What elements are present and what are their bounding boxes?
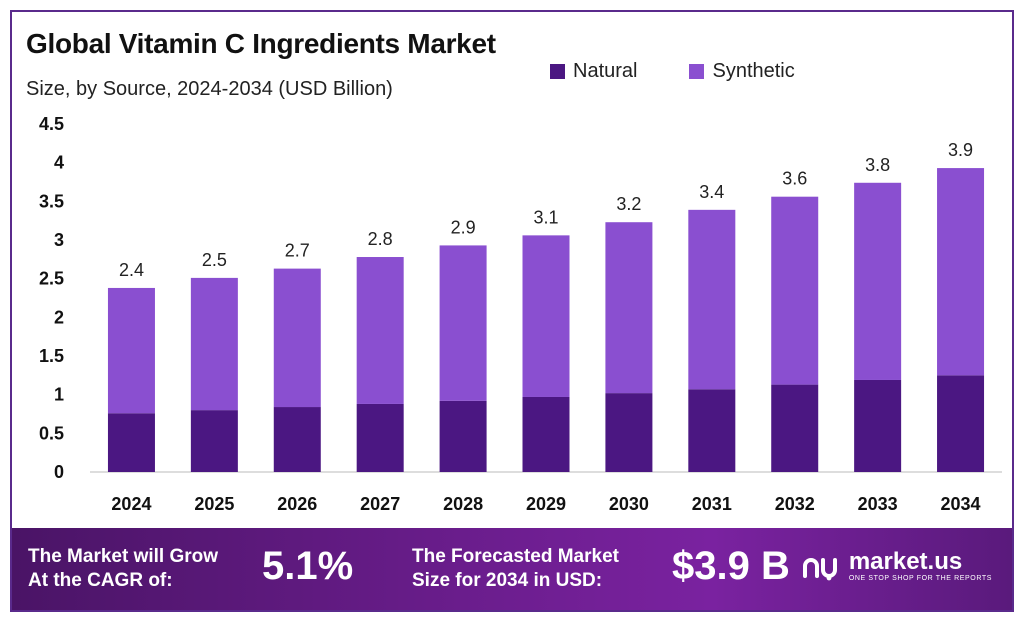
- bar-chart: 0 0.5 1 1.5 2 2.5 3 3.5 4 4.5 2.4 2024 2.5 2025 2.7 202…: [39, 114, 1002, 514]
- bar-natural-2026: [273, 407, 321, 472]
- bar-synthetic-2026: [273, 268, 321, 408]
- bar-synthetic-2031: [688, 209, 736, 390]
- bar-synthetic-2030: [605, 222, 653, 394]
- bar-natural-2028: [439, 400, 487, 472]
- bar-synthetic-2029: [522, 235, 570, 397]
- total-label-2032: 3.6: [782, 169, 807, 189]
- x-tick-label-2024: 2024: [111, 494, 151, 514]
- bar-natural-2024: [107, 413, 155, 472]
- x-tick-label-2034: 2034: [941, 494, 981, 514]
- x-tick-label-2032: 2032: [775, 494, 815, 514]
- brand-tagline: ONE STOP SHOP FOR THE REPORTS: [848, 575, 992, 582]
- total-label-2030: 3.2: [616, 194, 641, 214]
- summary-banner: The Market will Grow At the CAGR of: 5.1…: [12, 528, 1012, 610]
- bar-natural-2031: [688, 389, 736, 472]
- y-tick-label-8: 4: [54, 153, 64, 173]
- y-tick-label-2: 1: [54, 385, 64, 405]
- y-tick-label-5: 2.5: [39, 269, 64, 289]
- legend-label-synthetic: Synthetic: [712, 60, 795, 82]
- y-tick-label-9: 4.5: [39, 114, 64, 134]
- total-label-2027: 2.8: [368, 229, 393, 249]
- legend: Natural Synthetic: [550, 60, 795, 83]
- bar-natural-2027: [356, 403, 404, 472]
- legend-swatch-synthetic: [689, 64, 705, 79]
- x-tick-label-2026: 2026: [277, 494, 317, 514]
- y-tick-label-4: 2: [54, 307, 64, 327]
- y-tick-label-1: 0.5: [39, 423, 64, 443]
- legend-item-natural: Natural: [550, 60, 637, 83]
- bar-natural-2029: [522, 396, 570, 472]
- forecast-value: $3.9 B: [672, 544, 790, 588]
- bar-synthetic-2032: [771, 196, 819, 385]
- bar-synthetic-2033: [854, 182, 902, 380]
- bar-synthetic-2025: [190, 277, 238, 411]
- bar-natural-2033: [854, 379, 902, 472]
- cagr-value: 5.1%: [262, 544, 354, 588]
- chart-title: Global Vitamin C Ingredients Market: [26, 28, 496, 59]
- forecast-label-line2: Size for 2034 in USD:: [412, 570, 603, 591]
- bar-natural-2034: [937, 375, 985, 472]
- y-tick-label-7: 3.5: [39, 191, 64, 211]
- total-label-2033: 3.8: [865, 155, 890, 175]
- legend-label-natural: Natural: [573, 60, 638, 82]
- x-tick-label-2027: 2027: [360, 494, 400, 514]
- total-label-2031: 3.4: [699, 182, 724, 202]
- chart-frame: Global Vitamin C Ingredients Market Size…: [10, 10, 1014, 612]
- y-tick-label-3: 1.5: [39, 346, 64, 366]
- total-label-2025: 2.5: [202, 250, 227, 270]
- total-label-2028: 2.9: [451, 217, 476, 237]
- x-tick-label-2028: 2028: [443, 494, 483, 514]
- y-tick-label-6: 3: [54, 230, 64, 250]
- forecast-label: The Forecasted Market Size for 2034 in U…: [412, 545, 619, 593]
- market-us-logo-icon: [802, 557, 837, 580]
- cagr-label-line2: At the CAGR of:: [28, 570, 173, 591]
- bar-natural-2032: [771, 384, 819, 472]
- chart-subtitle: Size, by Source, 2024-2034 (USD Billion): [26, 78, 393, 100]
- total-label-2034: 3.9: [948, 140, 973, 160]
- cagr-label: The Market will Grow At the CAGR of:: [28, 545, 218, 593]
- x-tick-label-2025: 2025: [194, 494, 234, 514]
- total-label-2029: 3.1: [533, 207, 558, 227]
- brand-logo[interactable]: market.us ONE STOP SHOP FOR THE REPORTS: [801, 550, 992, 583]
- x-tick-label-2030: 2030: [609, 494, 649, 514]
- x-tick-label-2033: 2033: [858, 494, 898, 514]
- x-tick-label-2029: 2029: [526, 494, 566, 514]
- y-tick-label-0: 0: [54, 462, 64, 482]
- forecast-label-line1: The Forecasted Market: [412, 546, 619, 567]
- brand-name: market.us: [848, 548, 963, 575]
- legend-item-synthetic: Synthetic: [689, 60, 795, 83]
- total-label-2026: 2.7: [285, 241, 310, 261]
- cagr-label-line1: The Market will Grow: [28, 546, 219, 567]
- legend-swatch-natural: [550, 64, 565, 79]
- bar-synthetic-2028: [439, 245, 487, 401]
- brand-text: market.us ONE STOP SHOP FOR THE REPORTS: [849, 550, 992, 583]
- bar-natural-2030: [605, 393, 653, 472]
- bar-synthetic-2034: [937, 168, 985, 376]
- x-tick-label-2031: 2031: [692, 494, 732, 514]
- bar-natural-2025: [190, 410, 238, 472]
- total-label-2024: 2.4: [119, 260, 144, 280]
- bar-synthetic-2024: [107, 287, 155, 414]
- bar-synthetic-2027: [356, 257, 404, 404]
